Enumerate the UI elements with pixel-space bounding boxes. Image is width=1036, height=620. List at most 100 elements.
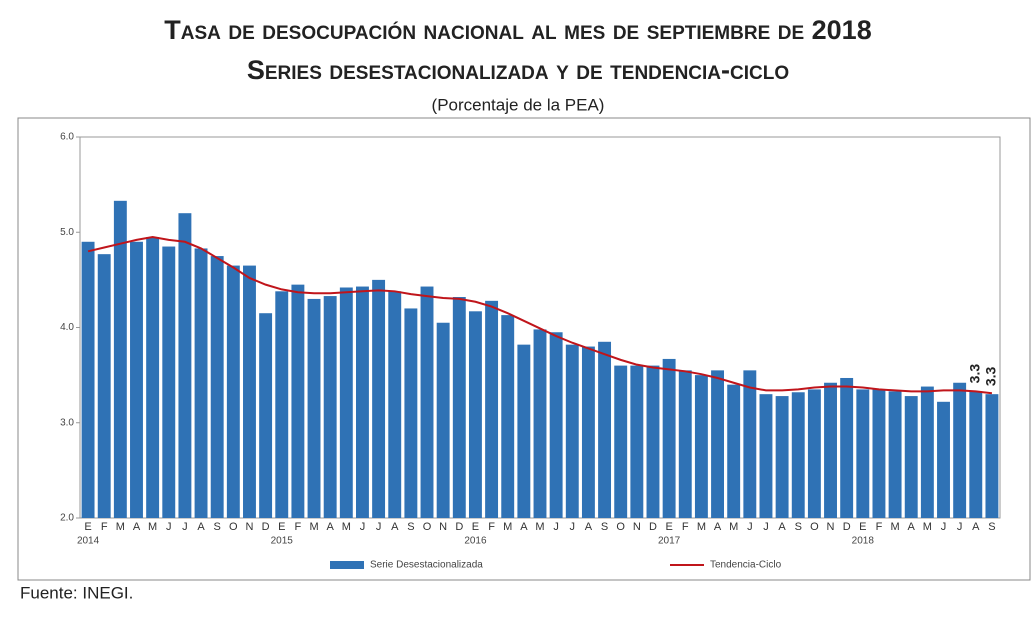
x-tick-label: M	[697, 521, 706, 533]
y-tick-label: 5.0	[60, 227, 74, 238]
bar	[468, 311, 482, 518]
bar	[743, 370, 757, 518]
bar	[727, 384, 741, 518]
bar	[146, 237, 160, 518]
x-tick-label: D	[455, 521, 463, 533]
chart-title: Tasa de desocupación nacional al mes de …	[164, 15, 871, 45]
bar	[630, 365, 644, 518]
bar	[452, 297, 466, 518]
x-tick-label: O	[229, 521, 238, 533]
bar	[517, 344, 531, 518]
x-tick-label: F	[682, 521, 689, 533]
bar	[194, 248, 208, 518]
x-tick-label: M	[148, 521, 157, 533]
x-tick-label: S	[601, 521, 608, 533]
x-tick-label: E	[84, 521, 91, 533]
x-tick-label: J	[763, 521, 769, 533]
x-tick-label: E	[665, 521, 672, 533]
x-tick-label: A	[391, 521, 399, 533]
bar	[210, 256, 224, 518]
bar	[97, 254, 111, 518]
x-tick-label: J	[941, 521, 947, 533]
x-tick-label: N	[439, 521, 447, 533]
x-tick-label: F	[488, 521, 495, 533]
bar	[807, 389, 821, 518]
bar	[581, 346, 595, 518]
bar	[759, 394, 773, 518]
x-tick-label: F	[101, 521, 108, 533]
bar	[259, 313, 273, 518]
x-tick-label: J	[182, 521, 188, 533]
bar	[711, 370, 724, 518]
value-label: 3.3	[983, 366, 999, 386]
bar	[824, 382, 837, 518]
bar	[791, 392, 805, 518]
x-tick-label: A	[585, 521, 593, 533]
bar	[356, 286, 369, 518]
bar	[485, 300, 499, 518]
bar	[678, 370, 692, 518]
bar	[533, 329, 547, 518]
x-tick-label: A	[714, 521, 722, 533]
x-tick-label: S	[407, 521, 414, 533]
bar	[372, 279, 386, 518]
x-tick-label: M	[342, 521, 351, 533]
x-tick-label: F	[876, 521, 883, 533]
bar	[436, 322, 450, 518]
x-tick-label: N	[245, 521, 253, 533]
bar	[598, 341, 612, 518]
x-tick-label: D	[262, 521, 270, 533]
x-tick-label: M	[116, 521, 125, 533]
y-tick-label: 4.0	[60, 322, 74, 333]
bar	[275, 291, 289, 518]
x-tick-label: J	[376, 521, 382, 533]
bar	[291, 284, 305, 518]
bar	[888, 391, 902, 518]
x-tick-label: M	[535, 521, 544, 533]
bar	[420, 286, 434, 518]
chart-subtitle: Series desestacionalizada y de tendencia…	[247, 55, 789, 85]
x-tick-label: A	[778, 521, 786, 533]
chart-frame	[17, 117, 1031, 581]
x-tick-label: A	[133, 521, 141, 533]
year-label: 2015	[271, 536, 294, 547]
x-tick-label: J	[957, 521, 963, 533]
x-tick-label: A	[520, 521, 528, 533]
x-tick-label: F	[295, 521, 302, 533]
bar	[694, 375, 708, 518]
bar	[243, 265, 256, 518]
x-tick-label: E	[859, 521, 866, 533]
bar	[113, 200, 127, 518]
value-label: 3.3	[966, 364, 982, 384]
x-tick-label: S	[795, 521, 802, 533]
bar	[614, 365, 628, 518]
x-tick-label: M	[309, 521, 318, 533]
bar	[937, 401, 950, 518]
bar	[646, 365, 660, 518]
bar	[904, 396, 918, 518]
bar	[404, 308, 418, 518]
y-tick-label: 3.0	[60, 417, 74, 428]
x-tick-label: J	[553, 521, 559, 533]
bar	[501, 315, 515, 518]
bar	[81, 241, 95, 518]
bar	[840, 377, 854, 518]
legend-label: Serie Desestacionalizada	[370, 560, 483, 571]
x-tick-label: E	[278, 521, 285, 533]
bar	[953, 382, 967, 518]
x-tick-label: J	[747, 521, 753, 533]
bar	[985, 394, 999, 518]
legend-label: Tendencia-Ciclo	[710, 560, 782, 571]
trend-line	[87, 235, 993, 395]
x-tick-label: J	[360, 521, 366, 533]
year-label: 2017	[658, 536, 681, 547]
x-tick-label: S	[988, 521, 995, 533]
bar	[323, 296, 337, 518]
year-label: 2014	[77, 536, 100, 547]
bar	[920, 386, 934, 518]
bar	[388, 291, 402, 518]
bar	[969, 391, 983, 518]
x-tick-label: A	[197, 521, 205, 533]
x-tick-label: N	[633, 521, 641, 533]
